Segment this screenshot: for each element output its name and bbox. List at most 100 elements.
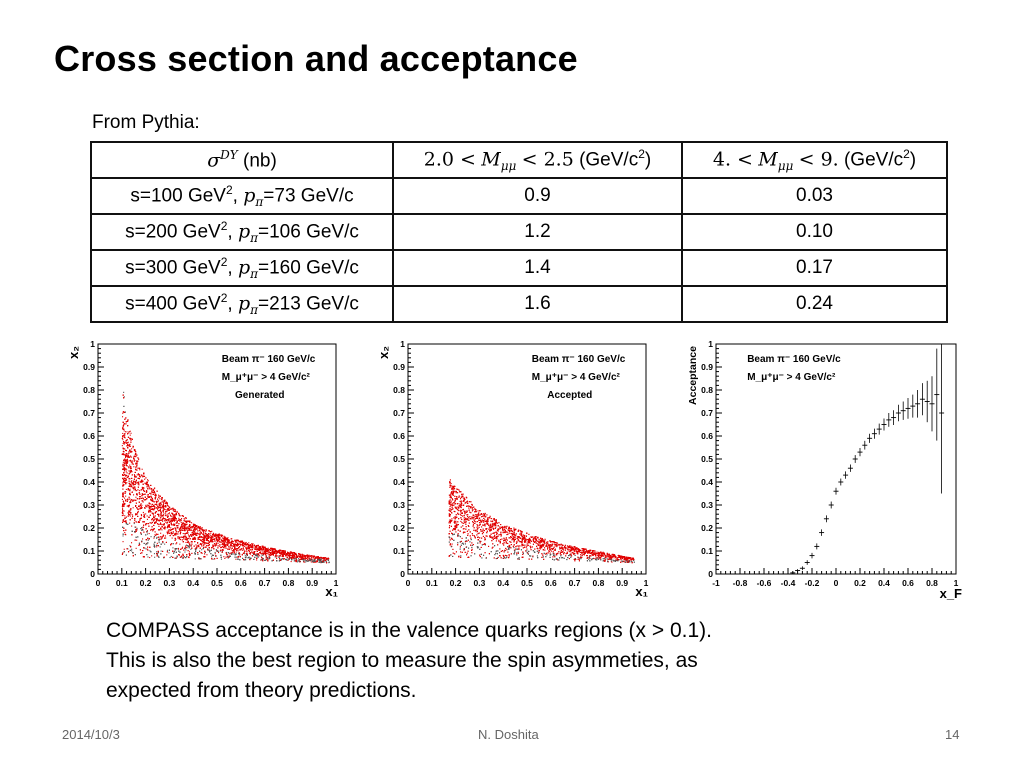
scatter-point [229, 547, 231, 549]
scatter-point [157, 552, 159, 554]
scatter-point [141, 487, 143, 489]
row-value-low: 0.9 [392, 177, 683, 215]
scatter-point [221, 534, 223, 536]
scatter-point [129, 464, 131, 466]
scatter-point [289, 551, 291, 553]
scatter-point [305, 557, 307, 559]
scatter-point [158, 540, 160, 542]
scatter-point [190, 548, 192, 550]
scatter-point [301, 556, 303, 558]
scatter-point [180, 539, 182, 541]
scatter-point [209, 534, 211, 536]
scatter-point [146, 548, 148, 550]
scatter-point [132, 447, 134, 449]
scatter-point [225, 552, 227, 554]
scatter-point [268, 554, 270, 556]
scatter-point [124, 435, 126, 437]
scatter-point [249, 545, 251, 547]
scatter-point [168, 530, 170, 532]
scatter-point [267, 547, 269, 549]
scatter-point [233, 551, 235, 553]
scatter-point [241, 548, 243, 550]
scatter-point [255, 549, 257, 551]
scatter-point [212, 558, 214, 560]
scatter-point [128, 431, 130, 433]
scatter-point [323, 558, 325, 560]
scatter-point [298, 560, 300, 562]
scatter-point [174, 548, 176, 550]
scatter-point [125, 471, 127, 473]
scatter-point [199, 531, 201, 533]
row-value-low: 1.2 [392, 213, 683, 251]
scatter-point [283, 551, 285, 553]
scatter-point [122, 484, 124, 486]
scatter-point [212, 534, 214, 536]
scatter-point [139, 519, 141, 521]
scatter-point [256, 559, 258, 561]
scatter-point [164, 501, 166, 503]
scatter-point [177, 547, 179, 549]
scatter-point [185, 541, 187, 543]
scatter-point [304, 558, 306, 560]
scatter-point [242, 548, 244, 550]
scatter-point [266, 548, 268, 550]
scatter-point [200, 527, 202, 529]
scatter-point [141, 507, 143, 509]
scatter-point [147, 556, 149, 558]
scatter-point [249, 558, 251, 560]
scatter-point [166, 509, 168, 511]
scatter-point [163, 527, 165, 529]
scatter-point [154, 511, 156, 513]
scatter-point [158, 514, 160, 516]
scatter-point [235, 540, 237, 542]
scatter-point [135, 505, 137, 507]
scatter-point [123, 391, 125, 393]
scatter-point [132, 552, 134, 554]
scatter-point [303, 558, 305, 560]
scatter-point [147, 480, 149, 482]
scatter-point [129, 522, 131, 524]
scatter-point [201, 552, 203, 554]
scatter-point [141, 468, 143, 470]
scatter-point [272, 554, 274, 556]
scatter-point [122, 541, 124, 543]
scatter-point [132, 456, 134, 458]
scatter-point [149, 550, 151, 552]
scatter-point [178, 517, 180, 519]
scatter-point [305, 561, 307, 563]
scatter-point [160, 532, 162, 534]
scatter-point [126, 505, 128, 507]
scatter-point [283, 558, 285, 560]
slide-title: Cross section and acceptance [54, 38, 578, 79]
scatter-point [156, 501, 158, 503]
scatter-point [142, 498, 144, 500]
scatter-point [301, 553, 303, 555]
scatter-point [255, 548, 257, 550]
scatter-point [236, 542, 238, 544]
scatter-point [195, 537, 197, 539]
scatter-point [208, 533, 210, 535]
scatter-point [152, 530, 154, 532]
scatter-point [235, 558, 237, 560]
scatter-point [191, 522, 193, 524]
scatter-point [127, 456, 129, 458]
scatter-point [245, 544, 247, 546]
scatter-point [187, 530, 189, 532]
cross-section-table: σDY (nb) 2.0 < Mμμ < 2.5 (GeV/c2) 4. < M… [90, 141, 948, 323]
scatter-point [203, 535, 205, 537]
scatter-point [201, 549, 203, 551]
scatter-point [176, 510, 178, 512]
scatter-point [137, 481, 139, 483]
scatter-point [128, 466, 130, 468]
scatter-point [221, 546, 223, 548]
scatter-point [129, 478, 131, 480]
scatter-point [168, 506, 170, 508]
scatter-point [213, 535, 215, 537]
scatter-point [187, 542, 189, 544]
scatter-point [156, 546, 158, 548]
scatter-point [185, 547, 187, 549]
scatter-point [173, 514, 175, 516]
scatter-point [133, 494, 135, 496]
scatter-point [305, 558, 307, 560]
scatter-point [176, 522, 178, 524]
